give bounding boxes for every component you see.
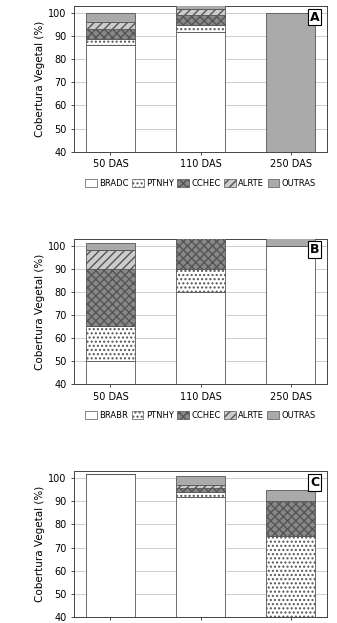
Bar [86,244,135,250]
Bar [86,22,135,29]
Bar [266,151,315,245]
Bar [176,9,225,16]
Bar [176,0,225,9]
Bar [266,490,315,502]
Bar [86,269,135,326]
Legend: BRABR, PTNHY, CCHEC, ALRTE, OUTRAS: BRABR, PTNHY, CCHEC, ALRTE, OUTRAS [82,408,319,424]
Bar [176,476,225,485]
Y-axis label: Cobertura Vegetal (%): Cobertura Vegetal (%) [35,21,45,137]
Bar [176,32,225,151]
Bar [176,197,225,204]
Y-axis label: Cobertura Vegetal (%): Cobertura Vegetal (%) [35,254,45,369]
Bar [176,222,225,269]
Bar [176,25,225,32]
Y-axis label: Cobertura Vegetal (%): Cobertura Vegetal (%) [35,486,45,602]
Bar [86,361,135,384]
Bar [86,250,135,269]
Bar [86,326,135,361]
Bar [86,473,135,617]
Text: B: B [310,243,319,256]
Bar [176,269,225,292]
Text: A: A [310,11,319,24]
Bar [266,536,315,617]
Bar [86,45,135,151]
Bar [176,292,225,384]
Bar [176,488,225,492]
Bar [176,16,225,25]
Bar [176,492,225,497]
Bar [266,13,315,151]
Legend: BRADC, PTNHY, CCHEC, ALRTE, OUTRAS: BRADC, PTNHY, CCHEC, ALRTE, OUTRAS [82,175,319,191]
Bar [266,502,315,536]
Bar [176,204,225,222]
Bar [86,39,135,45]
Bar [176,497,225,617]
Bar [266,245,315,384]
Text: C: C [310,476,319,489]
Bar [86,29,135,39]
Bar [86,13,135,22]
Bar [176,485,225,488]
